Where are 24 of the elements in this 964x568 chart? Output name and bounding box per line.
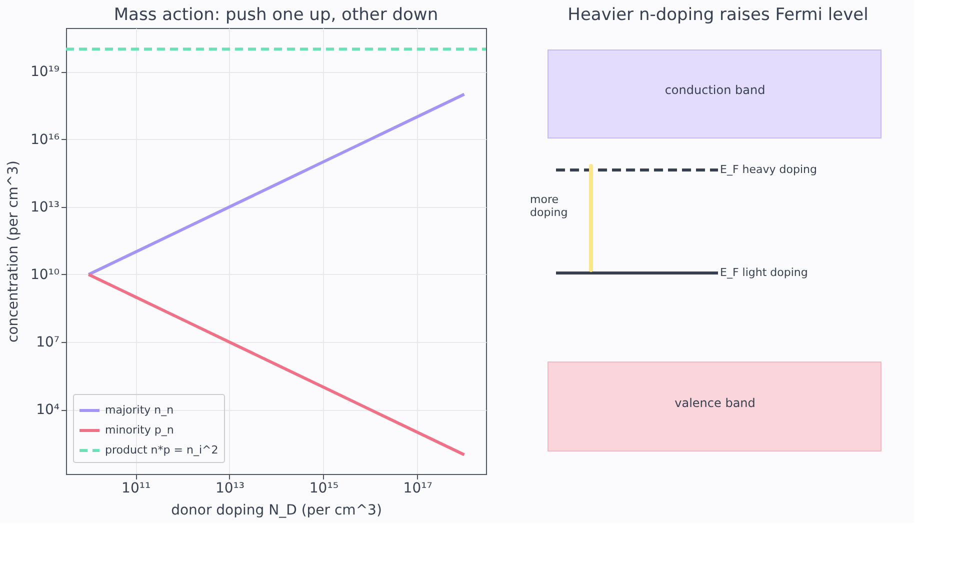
x-tick-label: 10¹¹ xyxy=(122,480,151,496)
legend-label: product n*p = n_i^2 xyxy=(105,444,218,456)
text: Heavier n-doping raises Fermi level xyxy=(568,5,868,25)
text: E_F heavy doping xyxy=(720,163,817,176)
chart-title: Mass action: push one up, other down xyxy=(114,5,438,25)
line-series xyxy=(87,92,466,276)
y-tick-label: 10⁷ xyxy=(36,334,60,351)
x-axis-title: donor doping N_D (per cm^3) xyxy=(171,502,382,518)
line-series xyxy=(87,273,466,456)
x-tick-label: 10¹⁵ xyxy=(309,480,338,496)
legend-label: minority p_n xyxy=(105,424,174,436)
text: conduction band xyxy=(664,83,766,97)
legend-label: majority n_n xyxy=(105,404,174,416)
text: E_F light doping xyxy=(720,266,808,279)
y-tick-label: 10¹⁰ xyxy=(30,267,60,283)
text: more doping xyxy=(530,193,568,219)
y-tick-label: 10⁴ xyxy=(36,402,60,418)
y-tick-label: 10¹⁶ xyxy=(30,132,60,148)
x-tick-label: 10¹³ xyxy=(215,480,245,496)
y-axis-title: concentration (per cm^3) xyxy=(5,160,22,343)
y-tick-label: 10¹⁹ xyxy=(30,64,60,80)
y-tick-label: 10¹³ xyxy=(30,199,60,216)
x-tick-label: 10¹⁷ xyxy=(403,480,432,496)
text: valence band xyxy=(674,396,756,410)
